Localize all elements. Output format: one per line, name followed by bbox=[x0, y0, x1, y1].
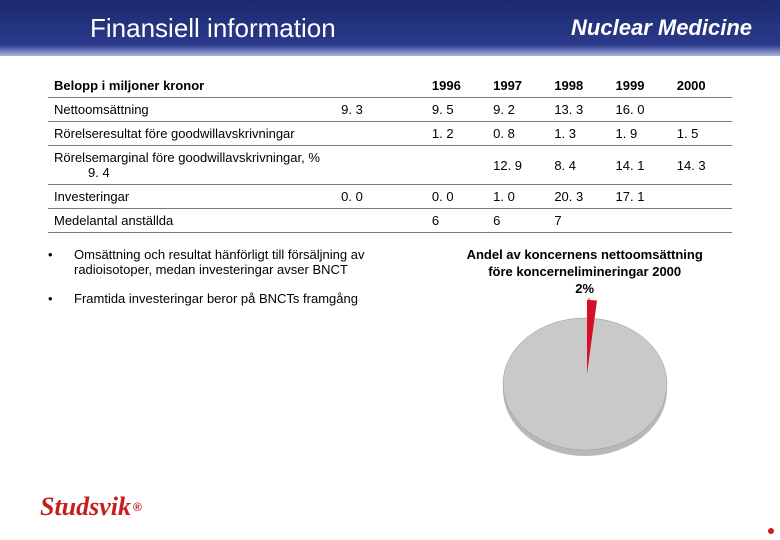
bullet-dot-icon: • bbox=[48, 291, 74, 306]
row-label: Nettoomsättning bbox=[48, 98, 335, 122]
cell: 14. 1 bbox=[610, 146, 671, 185]
row-label: Rörelsemarginal före goodwillavskrivning… bbox=[48, 146, 487, 185]
chart-title-line: 2% bbox=[417, 281, 752, 296]
table-row: Rörelsemarginal före goodwillavskrivning… bbox=[48, 146, 732, 185]
cell: 1. 0 bbox=[487, 185, 548, 209]
cell: 0. 8 bbox=[487, 122, 548, 146]
cell: 20. 3 bbox=[548, 185, 609, 209]
cell bbox=[671, 185, 732, 209]
pie-chart bbox=[485, 298, 685, 466]
year-col: 1996 bbox=[426, 74, 487, 98]
table-header-row: Belopp i miljoner kronor 1996 1997 1998 … bbox=[48, 74, 732, 98]
row-label: Investeringar bbox=[48, 185, 335, 209]
cell: 9. 2 bbox=[487, 98, 548, 122]
table-row: Investeringar 0. 0 0. 0 1. 0 20. 3 17. 1 bbox=[48, 185, 732, 209]
cell bbox=[671, 98, 732, 122]
table-row: Nettoomsättning 9. 3 9. 5 9. 2 13. 3 16.… bbox=[48, 98, 732, 122]
bullet-dot-icon: • bbox=[48, 247, 74, 277]
list-item: • Omsättning och resultat hänförligt til… bbox=[48, 247, 399, 277]
table-row: Medelantal anställda 6 6 7 bbox=[48, 209, 732, 233]
cell: 9. 3 bbox=[335, 98, 426, 122]
cell: 17. 1 bbox=[610, 185, 671, 209]
cell: 1. 5 bbox=[671, 122, 732, 146]
cell: 0. 0 bbox=[426, 185, 487, 209]
pie-chart-section: Andel av koncernens nettoomsättning före… bbox=[417, 247, 752, 466]
row-label: Medelantal anställda bbox=[48, 209, 426, 233]
financial-table: Belopp i miljoner kronor 1996 1997 1998 … bbox=[48, 74, 732, 233]
header-label: Belopp i miljoner kronor bbox=[48, 74, 426, 98]
chart-title-line: före koncernelimineringar 2000 bbox=[417, 264, 752, 279]
cell: 13. 3 bbox=[548, 98, 609, 122]
cell: 16. 0 bbox=[610, 98, 671, 122]
list-item: • Framtida investeringar beror på BNCTs … bbox=[48, 291, 399, 306]
bullet-text: Omsättning och resultat hänförligt till … bbox=[74, 247, 399, 277]
header-band: Finansiell information Nuclear Medicine bbox=[0, 0, 780, 56]
cell: 0. 0 bbox=[335, 185, 426, 209]
cell: 14. 3 bbox=[671, 146, 732, 185]
logo-text: Studsvik bbox=[40, 492, 131, 522]
cell: 9. 5 bbox=[426, 98, 487, 122]
cell: 1. 3 bbox=[548, 122, 609, 146]
lower-section: • Omsättning och resultat hänförligt til… bbox=[0, 239, 780, 466]
page-subtitle: Nuclear Medicine bbox=[571, 15, 752, 41]
financial-table-wrap: Belopp i miljoner kronor 1996 1997 1998 … bbox=[0, 56, 780, 239]
cell: 6 bbox=[426, 209, 487, 233]
year-col: 1998 bbox=[548, 74, 609, 98]
year-col: 1999 bbox=[610, 74, 671, 98]
page-title: Finansiell information bbox=[90, 13, 336, 44]
cell: 1. 9 bbox=[610, 122, 671, 146]
table-row: Rörelseresultat före goodwillavskrivning… bbox=[48, 122, 732, 146]
chart-title-line: Andel av koncernens nettoomsättning bbox=[417, 247, 752, 262]
year-col: 2000 bbox=[671, 74, 732, 98]
cell: 7 bbox=[548, 209, 609, 233]
corner-dot-icon bbox=[768, 528, 774, 534]
bullet-list: • Omsättning och resultat hänförligt til… bbox=[48, 247, 399, 466]
year-col: 1997 bbox=[487, 74, 548, 98]
registered-icon: ® bbox=[133, 500, 142, 514]
cell: 12. 9 bbox=[487, 146, 548, 185]
bullet-text: Framtida investeringar beror på BNCTs fr… bbox=[74, 291, 358, 306]
studsvik-logo: Studsvik ® bbox=[40, 492, 142, 522]
cell: 1. 2 bbox=[426, 122, 487, 146]
cell: 8. 4 bbox=[548, 146, 609, 185]
cell: 6 bbox=[487, 209, 548, 233]
row-label: Rörelseresultat före goodwillavskrivning… bbox=[48, 122, 426, 146]
